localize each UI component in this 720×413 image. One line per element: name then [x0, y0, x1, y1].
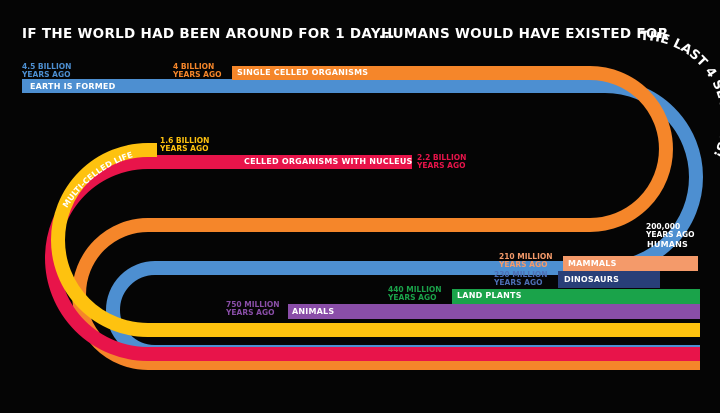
label-nucleus: CELLED ORGANISMS WITH NUCLEUS [244, 157, 413, 166]
label-earth-formed: EARTH IS FORMED [30, 82, 116, 91]
milestone-4-billion: 4 BILLION YEARS AGO [173, 62, 222, 79]
label-land-plants: LAND PLANTS [457, 291, 522, 300]
band-salmon [563, 256, 698, 271]
milestone-1-6-billion: 1.6 BILLION YEARS AGO [160, 136, 210, 153]
band-purple [288, 304, 700, 319]
band-green [452, 289, 700, 304]
label-humans: HUMANS [647, 240, 689, 249]
band-yellow [51, 143, 700, 337]
label-single-celled: SINGLE CELLED ORGANISMS [237, 68, 369, 77]
label-animals: ANIMALS [292, 307, 335, 316]
milestone-750-million: 750 MILLION YEARS AGO [226, 300, 280, 317]
milestone-440-million: 440 MILLION YEARS AGO [388, 285, 442, 302]
title-left: IF THE WORLD HAD BEEN AROUND FOR 1 DAY..… [22, 26, 395, 42]
milestone-200000-years: 200,000 YEARS AGO [646, 222, 695, 239]
milestone-230-million: 230 MILLION YEARS AGO [494, 270, 548, 287]
band-navy [558, 271, 660, 288]
milestone-2-2-billion: 2.2 BILLION YEARS AGO [417, 153, 467, 170]
milestone-4-5-billion: 4.5 BILLION YEARS AGO [22, 62, 72, 79]
label-mammals: MAMMALS [568, 259, 617, 268]
milestone-210-million: 210 MILLION YEARS AGO [499, 252, 553, 269]
label-dinosaurs: DINOSAURS [564, 275, 620, 284]
title-right: HUMANS WOULD HAVE EXISTED FOR [381, 26, 669, 42]
band-orange [72, 66, 700, 370]
